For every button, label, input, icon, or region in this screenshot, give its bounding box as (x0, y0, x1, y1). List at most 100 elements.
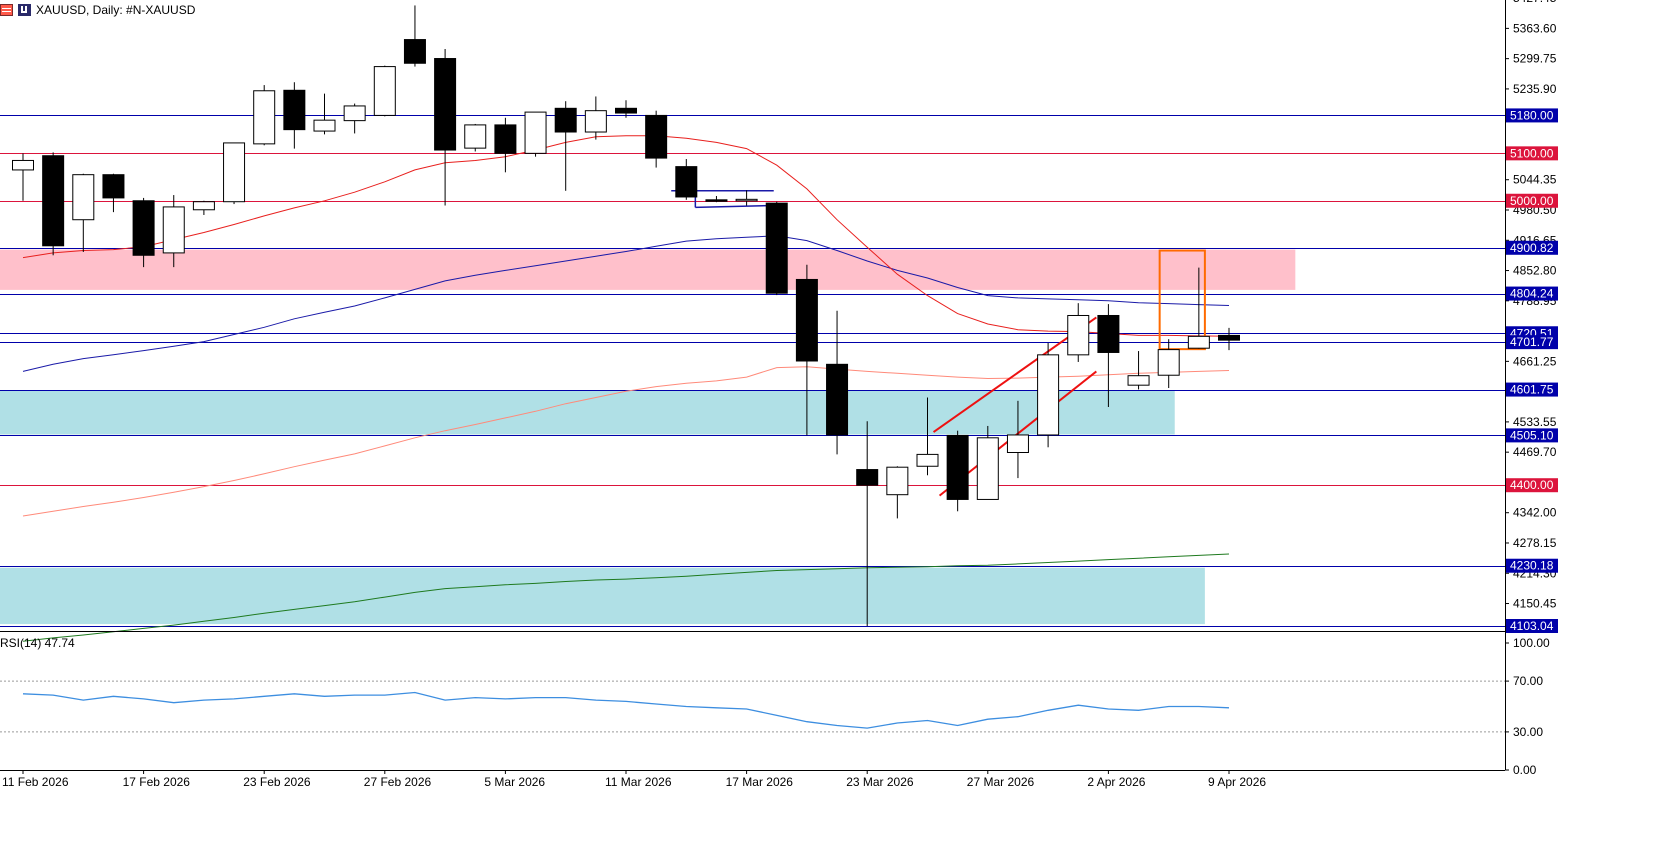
price-tag-9: 4400.00 (1506, 478, 1558, 493)
candle-body (1157, 349, 1180, 376)
candle-27 (826, 310, 849, 455)
price-tag-bg (1506, 558, 1558, 573)
candle-40 (1218, 327, 1240, 351)
candle-body (192, 201, 215, 211)
price-tick-label-7: 4852.80 (1513, 264, 1557, 278)
candle-body (826, 363, 849, 436)
candle-body (856, 469, 879, 486)
candle-body (434, 58, 457, 151)
price-tag-6: 4701.77 (1506, 335, 1558, 350)
candle-20 (615, 100, 637, 118)
candle-body (1067, 314, 1090, 356)
drawings-layer (671, 190, 1206, 497)
rsi-tick-label-1: 70.00 (1513, 674, 1543, 688)
candle-body (1127, 375, 1150, 386)
candle-25 (765, 201, 788, 296)
candle-7 (223, 142, 246, 205)
date-label-4: 5 Mar 2026 (484, 775, 545, 789)
rsi-tick-label-3: 0.00 (1513, 763, 1537, 777)
candle-body (12, 159, 34, 171)
price-tag-bg (1506, 619, 1558, 633)
price-tag-label: 4804.24 (1510, 287, 1554, 301)
price-tag-label: 5000.00 (1510, 194, 1554, 208)
candle-body (162, 206, 185, 254)
price-tick-label-15: 4150.45 (1513, 597, 1557, 611)
candle-37 (1127, 351, 1150, 390)
candle-36 (1097, 304, 1120, 407)
rsi-tick-label-2: 30.00 (1513, 725, 1543, 739)
price-tag-11: 4103.04 (1506, 619, 1558, 633)
candle-28 (856, 421, 879, 627)
levels-layer (0, 115, 1505, 627)
candle-18 (554, 101, 577, 191)
candle-35 (1067, 303, 1090, 362)
menu-flag-icon[interactable] (0, 4, 13, 16)
price-tag-2: 5000.00 (1506, 193, 1558, 208)
date-label-10: 9 Apr 2026 (1208, 775, 1266, 789)
price-tag-label: 4103.04 (1510, 619, 1554, 633)
price-tags-layer: 5180.005100.005000.004900.824804.244720.… (1506, 108, 1558, 633)
candle-body (373, 66, 396, 116)
price-tag-label: 5180.00 (1510, 108, 1554, 122)
date-label-3: 27 Feb 2026 (364, 775, 432, 789)
price-tag-bg (1506, 240, 1558, 255)
candle-body (494, 124, 517, 154)
ma-mid-line (22, 235, 1230, 372)
candles-layer (12, 5, 1240, 627)
axes-layer: 5427.455363.605299.755235.905044.354980.… (0, 0, 1557, 789)
rsi-label: RSI(14) 47.74 (0, 636, 75, 650)
symbol-title: XAUUSD, Daily: #N-XAUUSD (36, 3, 196, 17)
price-tag-label: 4900.82 (1510, 241, 1554, 255)
price-tag-7: 4601.75 (1506, 382, 1558, 397)
candle-34 (1037, 342, 1060, 448)
price-tick-label-9: 4661.25 (1513, 354, 1557, 368)
price-tag-3: 4900.82 (1506, 240, 1558, 255)
candle-38 (1157, 339, 1180, 389)
candle-body (403, 39, 426, 64)
candle-body (735, 198, 758, 202)
date-label-8: 27 Mar 2026 (967, 775, 1035, 789)
candle-16 (494, 117, 517, 173)
candle-body (464, 124, 487, 149)
price-tag-label: 4601.75 (1510, 383, 1554, 397)
date-label-1: 17 Feb 2026 (123, 775, 191, 789)
candle-body (42, 155, 65, 247)
price-tag-10: 4230.18 (1506, 558, 1558, 573)
highlight-box (1158, 249, 1206, 351)
candle-21 (645, 110, 668, 168)
date-label-9: 2 Apr 2026 (1087, 775, 1145, 789)
candle-19 (584, 96, 607, 140)
candle-9 (283, 82, 306, 149)
date-label-7: 23 Mar 2026 (846, 775, 914, 789)
price-tick-label-11: 4469.70 (1513, 445, 1557, 459)
candle-12 (373, 65, 396, 117)
candle-body (1097, 314, 1120, 353)
price-tick-label-13: 4278.15 (1513, 536, 1557, 550)
candle-body (584, 110, 607, 133)
candle-body (615, 107, 637, 114)
candle-31 (946, 430, 969, 512)
price-tag-bg (1506, 286, 1558, 301)
magnet-icon[interactable] (18, 4, 31, 16)
price-tick-label-0: 5427.45 (1513, 0, 1557, 5)
trend-segment-1 (695, 204, 774, 209)
candle-0 (12, 153, 34, 201)
candle-5 (162, 195, 185, 268)
candle-body (795, 278, 818, 362)
candle-14 (434, 49, 457, 206)
ma-slow-line (22, 366, 1230, 517)
price-tag-bg (1506, 108, 1558, 123)
date-label-2: 23 Feb 2026 (243, 775, 311, 789)
candle-23 (705, 196, 728, 203)
candle-body (102, 174, 125, 199)
candle-1 (42, 152, 65, 256)
candle-body (1006, 434, 1029, 454)
price-tag-label: 4505.10 (1510, 428, 1554, 442)
candle-body (524, 111, 547, 154)
price-tag-bg (1506, 382, 1558, 397)
price-tag-1: 5100.00 (1506, 146, 1558, 161)
candle-body (554, 107, 577, 133)
candle-body (765, 202, 788, 294)
candle-11 (343, 103, 366, 134)
